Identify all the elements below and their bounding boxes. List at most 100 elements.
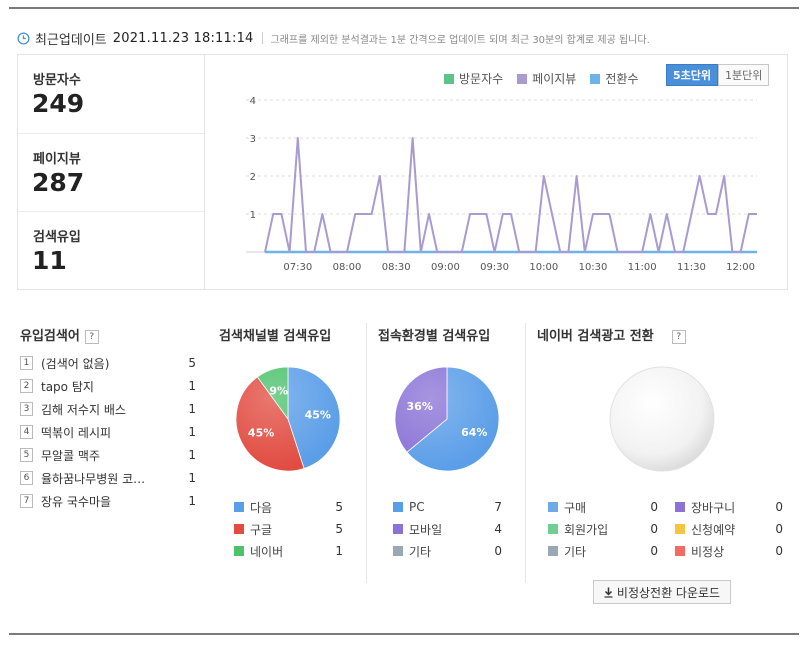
legend-item-pageviews: 페이지뷰	[517, 70, 576, 87]
legend-swatch	[393, 524, 403, 534]
ads-empty-pie	[609, 366, 715, 472]
keyword-count: 1	[188, 471, 196, 485]
keyword-row[interactable]: 2 tapo 탐지 1	[20, 376, 196, 396]
env-pie-chart: 64%36%	[394, 366, 500, 472]
legend-label: 다음	[250, 500, 273, 515]
x-tick-label: 10:30	[579, 262, 608, 273]
divider	[261, 32, 263, 44]
section-divider	[366, 323, 367, 583]
chart-legend: 방문자수 페이지뷰 전환수	[444, 70, 652, 87]
y-tick-label: 3	[250, 134, 256, 145]
legend-label: 신청예약	[691, 522, 736, 537]
update-note: 그래프를 제외한 분석결과는 1분 간격으로 업데이트 되며 최근 30분의 합…	[270, 34, 650, 46]
update-bar: 최근업데이트 2021.11.23 18:11:14 그래프를 제외한 분석결과…	[17, 29, 650, 48]
legend-count: 0	[650, 544, 658, 558]
keyword-count: 1	[188, 425, 196, 439]
legend-item-conversions: 전환수	[590, 70, 638, 87]
legend-label: 기타	[409, 544, 432, 559]
legend-label: 전환수	[605, 72, 639, 86]
bottom-rule	[9, 633, 799, 635]
legend-label: 기타	[564, 544, 587, 559]
keyword-row[interactable]: 5 무알콜 맥주 1	[20, 445, 196, 465]
legend-label: 회원가입	[564, 522, 609, 537]
stat-label: 검색유입	[33, 230, 81, 245]
x-tick-label: 08:00	[333, 262, 362, 273]
summary-stats: 방문자수 249 페이지뷰 287 검색유입 11	[18, 55, 205, 289]
legend-count: 7	[494, 500, 502, 514]
stat-value: 11	[32, 246, 67, 275]
x-tick-label: 07:30	[283, 262, 312, 273]
keyword-row[interactable]: 6 율하꿈나무병원 코… 1	[20, 468, 196, 488]
ads-legend-row: 회원가입 0	[548, 520, 658, 538]
keyword-text: (검색어 없음)	[41, 356, 110, 371]
legend-count: 0	[650, 522, 658, 536]
legend-label: 방문자수	[459, 72, 504, 86]
interval-toggle: 5초단위 1분단위	[666, 64, 770, 86]
y-tick-label: 4	[250, 96, 256, 107]
ads-legend-row: 장바구니 0	[675, 498, 783, 516]
keyword-rank: 3	[20, 402, 33, 416]
legend-count: 5	[335, 522, 343, 536]
keyword-rank: 1	[20, 356, 33, 370]
x-tick-label: 09:00	[431, 262, 460, 273]
legend-label: PC	[409, 500, 425, 514]
legend-count: 0	[775, 522, 783, 536]
stat-search-inflow: 검색유입 11	[18, 211, 204, 290]
realtime-line-chart: 1 2 3 4 07:30 08:00 08:30 09:00 09:30 10:00 10:30 1…	[246, 96, 757, 273]
keyword-rank: 7	[20, 494, 33, 508]
keyword-rank: 6	[20, 471, 33, 485]
keyword-row[interactable]: 4 떡볶이 레시피 1	[20, 422, 196, 442]
interval-1m-button[interactable]: 1분단위	[718, 64, 770, 86]
legend-count: 0	[650, 500, 658, 514]
download-label: 비정상전환 다운로드	[616, 585, 721, 600]
legend-row: 모바일 4	[393, 520, 502, 538]
keyword-count: 1	[188, 494, 196, 508]
legend-count: 0	[775, 500, 783, 514]
legend-swatch	[393, 546, 403, 556]
legend-swatch	[675, 502, 685, 512]
legend-swatch	[548, 524, 558, 534]
realtime-stats-panel: 방문자수 249 페이지뷰 287 검색유입 11	[17, 54, 788, 290]
legend-row: 네이버 1	[234, 542, 343, 560]
ads-legend-row: 비정상 0	[675, 542, 783, 560]
legend-row: 구글 5	[234, 520, 343, 538]
keyword-text: tapo 탐지	[41, 379, 94, 394]
keyword-rank: 4	[20, 425, 33, 439]
help-icon[interactable]: ?	[84, 330, 99, 344]
download-icon	[604, 587, 613, 598]
stat-visitors: 방문자수 249	[18, 55, 204, 133]
stat-label: 페이지뷰	[33, 152, 81, 167]
update-label: 최근업데이트	[35, 32, 107, 48]
env-title: 접속환경별 검색유입	[378, 329, 491, 344]
keyword-count: 1	[188, 379, 196, 393]
legend-swatch	[234, 502, 244, 512]
x-tick-label: 09:30	[480, 262, 509, 273]
pie-highlight	[236, 367, 340, 471]
x-tick-label: 12:00	[726, 262, 755, 273]
x-tick-label: 11:00	[628, 262, 657, 273]
series-line-pageviews	[264, 137, 757, 253]
keyword-row[interactable]: 7 장유 국수마을 1	[20, 491, 196, 511]
keyword-count: 1	[188, 448, 196, 462]
ads-legend-row: 기타 0	[548, 542, 658, 560]
legend-row: 다음 5	[234, 498, 343, 516]
legend-swatch	[234, 546, 244, 556]
section-heading: 네이버 검색광고 전환	[537, 329, 654, 344]
ads-legend-row: 구매 0	[548, 498, 658, 516]
download-abnormal-button[interactable]: 비정상전환 다운로드	[593, 580, 731, 604]
legend-swatch	[590, 73, 601, 84]
update-timestamp: 2021.11.23 18:11:14	[112, 30, 254, 46]
interval-5s-button[interactable]: 5초단위	[666, 64, 719, 86]
stat-label: 방문자수	[33, 73, 81, 88]
legend-label: 페이지뷰	[532, 72, 577, 86]
legend-label: 구글	[250, 522, 273, 537]
pie-highlight	[395, 367, 499, 471]
keyword-row[interactable]: 1 (검색어 없음) 5	[20, 353, 196, 373]
channel-title: 검색채널별 검색유입	[219, 329, 332, 344]
legend-swatch	[675, 524, 685, 534]
y-tick-label: 2	[250, 172, 256, 183]
help-icon[interactable]: ?	[671, 330, 686, 344]
legend-count: 1	[335, 544, 343, 558]
keyword-row[interactable]: 3 김해 저수지 배스 1	[20, 399, 196, 419]
stat-value: 249	[32, 89, 85, 118]
